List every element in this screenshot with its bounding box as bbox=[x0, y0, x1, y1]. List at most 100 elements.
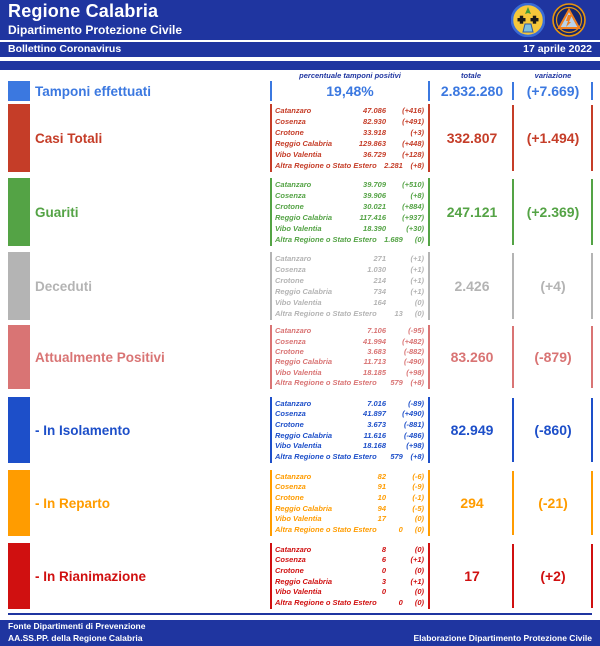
row-tamponi-effettuati: Tamponi effettuati 19,48% 2.832.280 (+7.… bbox=[0, 81, 600, 101]
row-label: Guariti bbox=[35, 204, 79, 220]
percent-value bbox=[272, 470, 428, 536]
row-casi-totali: Casi Totali Catanzaro 47.086 (+416) Cosenza… bbox=[0, 104, 600, 172]
province-line: Catanzaro 82 (-6) bbox=[275, 473, 424, 481]
province-value: 18.185 bbox=[363, 367, 386, 377]
row-color-block bbox=[8, 104, 30, 172]
right-border bbox=[591, 253, 593, 319]
province-value: 39.709 bbox=[363, 179, 386, 189]
province-line: Crotone 30.021 (+884) bbox=[275, 203, 424, 211]
province-value: 7.016 bbox=[367, 398, 386, 408]
province-variation: (+482) bbox=[402, 336, 424, 346]
province-breakdown: Catanzaro 7.016 (-89) Cosenza 41.897 (+490) Cr… bbox=[270, 397, 430, 463]
column-header-variation: variazione bbox=[534, 71, 572, 80]
province-variation: (-9) bbox=[412, 482, 424, 492]
right-border bbox=[591, 179, 593, 245]
province-variation: (-89) bbox=[408, 398, 424, 408]
page-subtitle: Dipartimento Protezione Civile bbox=[8, 23, 183, 37]
province-name: Vibo Valentia bbox=[275, 223, 322, 233]
province-line: Cosenza 91 (-9) bbox=[275, 483, 424, 491]
column-divider bbox=[512, 398, 514, 462]
province-line: Altra Regione o Stato Estero 0 (0) bbox=[275, 526, 424, 534]
column-divider bbox=[512, 179, 514, 245]
province-name: Reggio Calabria bbox=[275, 286, 333, 296]
row-guariti: Guariti Catanzaro 39.709 (+510) Cosenza 39.9… bbox=[0, 178, 600, 246]
total-value: 247.121 bbox=[446, 204, 498, 220]
province-name: Reggio Calabria bbox=[275, 138, 333, 148]
province-line: Crotone 0 (0) bbox=[275, 567, 424, 575]
province-variation: (+128) bbox=[402, 149, 424, 159]
province-variation: (+30) bbox=[406, 223, 424, 233]
province-name: Altra Regione o Stato Estero bbox=[275, 597, 377, 607]
row-label: Deceduti bbox=[35, 278, 93, 294]
row-color-block bbox=[8, 470, 30, 536]
column-divider bbox=[512, 105, 514, 171]
percent-value bbox=[272, 252, 428, 320]
column-headers: percentuale tamponi positivi totale vari… bbox=[0, 70, 600, 81]
province-name: Catanzaro bbox=[275, 398, 312, 408]
percent-value bbox=[272, 178, 428, 246]
province-variation: (+1) bbox=[410, 286, 424, 296]
province-value: 7.106 bbox=[367, 326, 386, 336]
column-divider bbox=[512, 82, 514, 100]
percent-value: 19,48% bbox=[326, 83, 374, 99]
province-variation: (-486) bbox=[403, 430, 424, 440]
province-variation: (+510) bbox=[402, 179, 424, 189]
right-border bbox=[591, 398, 593, 462]
province-variation: (+8) bbox=[410, 160, 424, 170]
province-value: 41.994 bbox=[363, 336, 386, 346]
province-name: Vibo Valentia bbox=[275, 441, 322, 451]
province-name: Crotone bbox=[275, 127, 304, 137]
province-name: Cosenza bbox=[275, 482, 306, 492]
row-label: Attualmente Positivi bbox=[35, 349, 165, 365]
province-value: 10 bbox=[377, 492, 386, 502]
province-variation: (+1) bbox=[410, 576, 424, 586]
province-variation: (+416) bbox=[402, 105, 424, 115]
province-variation: (+937) bbox=[402, 212, 424, 222]
province-variation: (+1) bbox=[410, 275, 424, 285]
province-name: Cosenza bbox=[275, 336, 306, 346]
province-value: 164 bbox=[373, 297, 386, 307]
province-line: Cosenza 1.030 (+1) bbox=[275, 266, 424, 274]
protezione-civile-logo-icon bbox=[552, 3, 586, 37]
province-variation: (-490) bbox=[403, 357, 424, 367]
province-value: 3.673 bbox=[367, 419, 386, 429]
province-variation: (+98) bbox=[406, 367, 424, 377]
variation-value: (-879) bbox=[534, 349, 572, 365]
province-variation: (0) bbox=[414, 587, 424, 597]
row-attualmente-positivi: Attualmente Positivi Catanzaro 7.106 (-95)… bbox=[0, 325, 600, 389]
province-name: Altra Regione o Stato Estero bbox=[275, 160, 377, 170]
province-breakdown: Catanzaro 8 (0) Cosenza 6 (+1) Crotone 0 (0) Regg… bbox=[270, 543, 430, 609]
row-label: - In Rianimazione bbox=[35, 568, 147, 584]
province-variation: (0) bbox=[414, 514, 424, 524]
province-line: Catanzaro 7.106 (-95) bbox=[275, 327, 424, 335]
header-bar: Regione Calabria Dipartimento Protezione… bbox=[0, 0, 600, 40]
right-border bbox=[591, 82, 593, 100]
province-breakdown: Catanzaro 271 (+1) Cosenza 1.030 (+1) Crotone 2… bbox=[270, 252, 430, 320]
province-variation: (0) bbox=[414, 597, 424, 607]
province-name: Crotone bbox=[275, 347, 304, 357]
footer-source-line2: AA.SS.PP. della Regione Calabria bbox=[8, 633, 143, 643]
row-in-reparto: - In Reparto Catanzaro 82 (-6) Cosenza 91 (-9… bbox=[0, 470, 600, 536]
province-value: 1.689 bbox=[384, 234, 403, 244]
province-value: 33.918 bbox=[363, 127, 386, 137]
province-name: Vibo Valentia bbox=[275, 297, 322, 307]
province-variation: (-95) bbox=[408, 326, 424, 336]
footer-source-line1: Fonte Dipartimenti di Prevenzione bbox=[8, 621, 146, 631]
province-value: 82 bbox=[377, 471, 386, 481]
right-border bbox=[591, 544, 593, 608]
province-breakdown: Catanzaro 39.709 (+510) Cosenza 39.906 (+8) Cr… bbox=[270, 178, 430, 246]
column-divider bbox=[512, 326, 514, 388]
province-variation: (0) bbox=[414, 524, 424, 534]
province-name: Altra Regione o Stato Estero bbox=[275, 308, 377, 318]
row-in-rianimazione: - In Rianimazione Catanzaro 8 (0) Cosenza 6 (… bbox=[0, 543, 600, 609]
province-line: Catanzaro 8 (0) bbox=[275, 546, 424, 554]
province-value: 214 bbox=[373, 275, 386, 285]
total-value: 294 bbox=[460, 495, 484, 511]
province-name: Catanzaro bbox=[275, 179, 312, 189]
province-name: Vibo Valentia bbox=[275, 514, 322, 524]
province-line: Crotone 10 (-1) bbox=[275, 494, 424, 502]
province-variation: (0) bbox=[414, 565, 424, 575]
province-variation: (-1) bbox=[412, 492, 424, 502]
province-breakdown: Catanzaro 47.086 (+416) Cosenza 82.930 (+491)… bbox=[270, 104, 430, 172]
province-variation: (-881) bbox=[403, 419, 424, 429]
